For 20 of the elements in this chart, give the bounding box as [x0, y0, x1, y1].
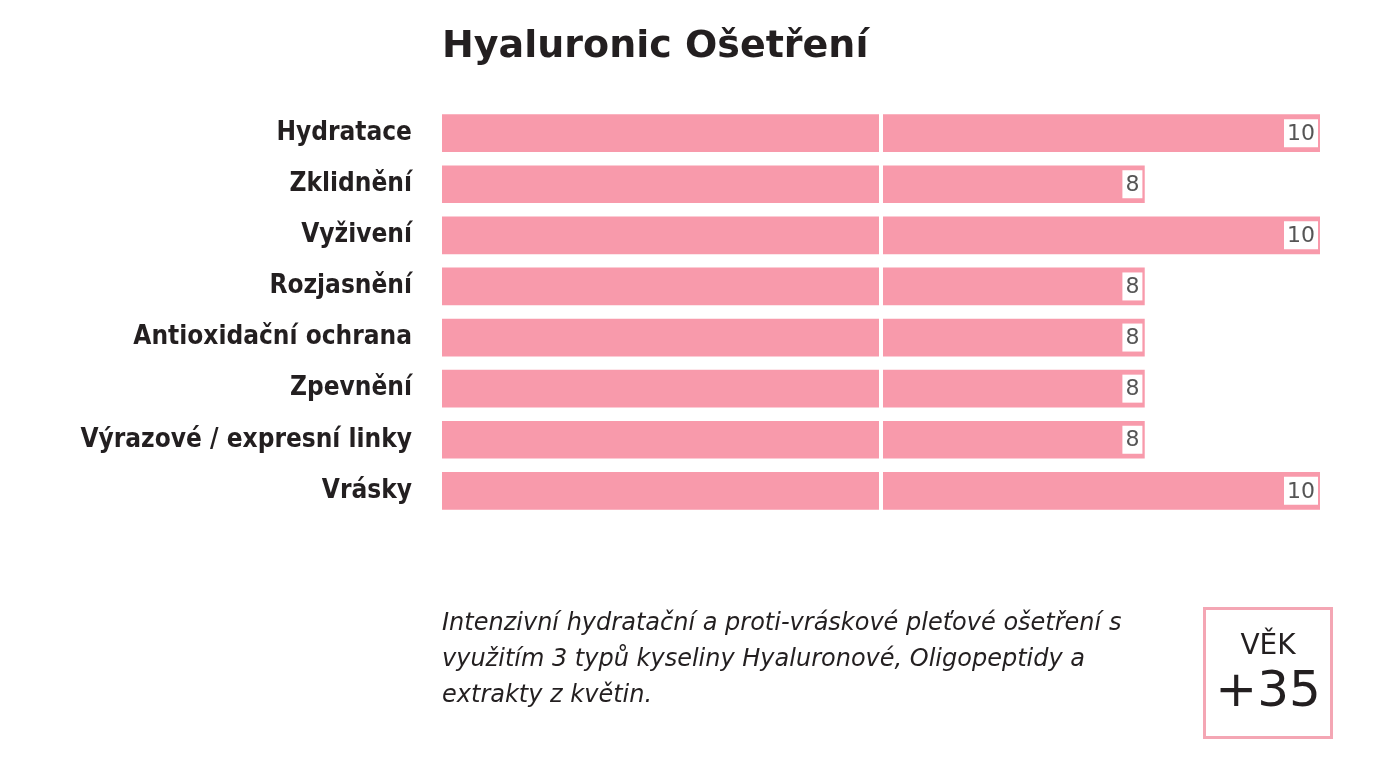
y-tick-label: Rozjasnění [269, 269, 414, 300]
y-tick-label: Vyživení [301, 218, 414, 249]
y-tick-label: Zpevnění [289, 371, 414, 402]
data-label: 10 [1287, 477, 1316, 503]
text: Intenzivní hydratační a proti-vráskové pleťové ošetření s využitím 3 typů kyseliny Hyaluronové, Oligopeptidy a extrakty z květin. [442, 607, 1123, 710]
y-tick-label: Hydratace [276, 115, 412, 146]
chart-title: Hyaluronic Ošetření [442, 22, 869, 66]
data-label: 10 [1287, 119, 1316, 145]
data-label: 8 [1125, 324, 1140, 350]
y-tick-label: Zklidnění [289, 167, 414, 197]
data-label: 8 [1125, 375, 1140, 401]
text: +35 [1214, 660, 1322, 718]
data-label: 8 [1125, 426, 1140, 452]
y-tick-label: Výrazové / expresní linky [80, 422, 412, 453]
y-tick-label: Vrásky [321, 473, 412, 504]
y-tick-label: Antioxidační ochrana [133, 320, 412, 351]
data-label: 8 [1125, 170, 1140, 196]
data-label: 8 [1125, 273, 1140, 299]
text: VĚK [1239, 628, 1297, 661]
data-label: 10 [1287, 222, 1316, 248]
